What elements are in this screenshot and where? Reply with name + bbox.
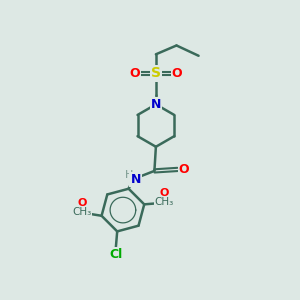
Text: O: O bbox=[159, 188, 169, 199]
Text: O: O bbox=[172, 67, 182, 80]
Text: Cl: Cl bbox=[109, 248, 122, 262]
Text: N: N bbox=[130, 173, 141, 186]
Text: S: S bbox=[151, 66, 161, 80]
Text: N: N bbox=[151, 98, 161, 111]
Text: CH₃: CH₃ bbox=[72, 207, 92, 217]
Text: H: H bbox=[125, 170, 133, 180]
Text: O: O bbox=[178, 163, 189, 176]
Text: O: O bbox=[129, 67, 140, 80]
Text: O: O bbox=[77, 198, 86, 208]
Text: CH₃: CH₃ bbox=[154, 197, 174, 207]
